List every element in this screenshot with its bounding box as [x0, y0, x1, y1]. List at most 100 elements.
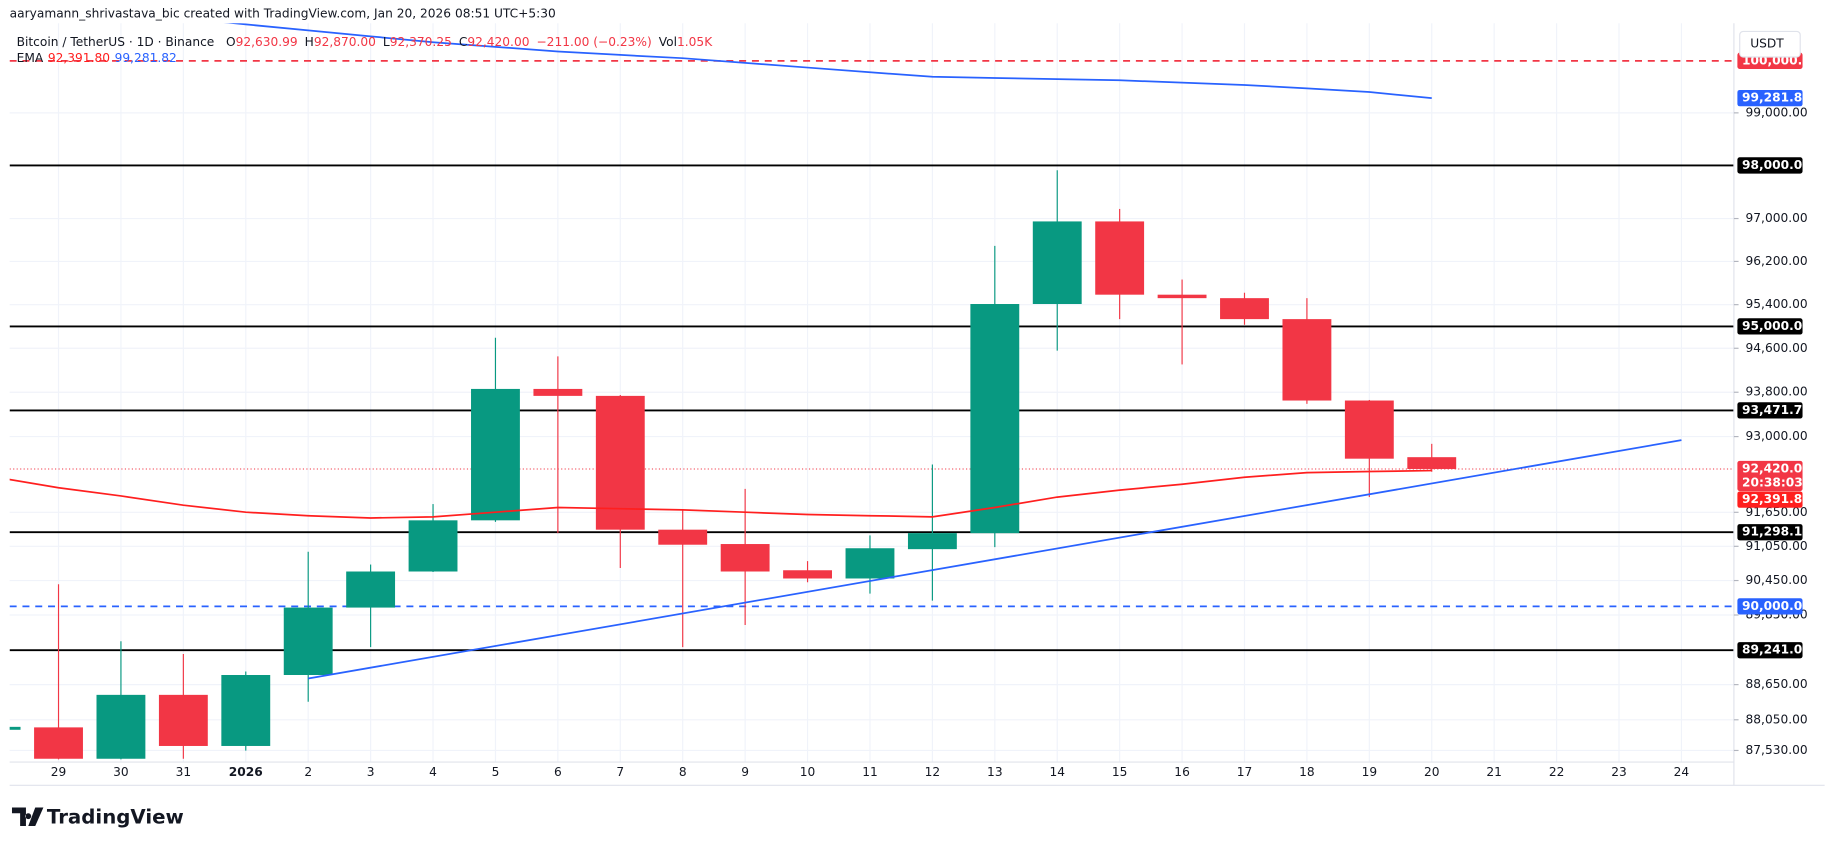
x-tick-label: 15	[1112, 765, 1128, 779]
candle-body	[471, 388, 520, 521]
candle-body	[221, 674, 271, 746]
ohlc-key: H	[305, 34, 314, 48]
candle-body	[907, 533, 957, 550]
x-tick-label: 4	[429, 765, 437, 779]
price-label: 95,000.00	[1742, 319, 1811, 333]
x-tick-label: 16	[1174, 765, 1190, 779]
x-tick-label: 5	[492, 765, 500, 779]
ema-line	[226, 23, 1432, 100]
candle-body	[283, 607, 333, 675]
vol-key: Vol	[659, 34, 677, 48]
price-label-box	[1737, 90, 1803, 107]
logo: TradingView	[11, 805, 184, 828]
currency[interactable]: USDT	[1750, 37, 1784, 51]
y-tick-label: 91,050.00	[1746, 539, 1808, 553]
x-tick-label: 22	[1549, 765, 1565, 779]
candle-body	[970, 304, 1020, 534]
symbol-legend: Bitcoin / TetherUS · 1D · Binance O92,630…	[17, 34, 714, 48]
candle-body	[1220, 298, 1269, 320]
candle-body	[720, 544, 770, 572]
y-tick-label: 88,650.00	[1746, 677, 1808, 691]
candle-body	[845, 548, 895, 579]
x-tick-label: 11	[862, 765, 878, 779]
x-tick-label: 14	[1049, 765, 1065, 779]
candle-body	[783, 570, 832, 579]
y-tick-label: 94,600.00	[1746, 341, 1808, 355]
logo-icon	[11, 807, 44, 827]
x-tick-label: 9	[741, 765, 749, 779]
candle-body	[1157, 294, 1207, 299]
candle-body	[1344, 400, 1394, 459]
price-label-box	[1737, 157, 1803, 174]
price-label: 92,420.00	[1742, 461, 1811, 475]
ema-line	[9, 469, 1432, 519]
candle-body	[595, 395, 645, 530]
price-label: 93,471.71	[1742, 403, 1811, 417]
candle-body	[96, 694, 146, 759]
price-label-box	[1737, 402, 1803, 419]
candle-body	[158, 694, 208, 746]
x-tick-label: 2	[304, 765, 312, 779]
currency-box[interactable]	[1739, 30, 1801, 58]
x-tick-label: 31	[176, 765, 192, 779]
x-tick-label: 21	[1486, 765, 1502, 779]
ohlc-key: C	[459, 34, 468, 48]
y-tick-label: 93,800.00	[1746, 385, 1808, 399]
y-tick-label: 91,650.00	[1746, 505, 1808, 519]
y-tick-label: 97,000.00	[1746, 211, 1808, 225]
change: −211.00 (−0.23%)	[536, 34, 651, 48]
logo-text: TradingView	[47, 805, 184, 828]
x-tick-label: 29	[51, 765, 67, 779]
x-tick-label: 7	[616, 765, 624, 779]
price-label: 92,391.80	[1742, 492, 1811, 506]
candle-body	[1407, 457, 1457, 469]
symbol: Bitcoin / TetherUS · 1D · Binance	[17, 34, 215, 48]
x-tick-label: 23	[1611, 765, 1627, 779]
ohlc-key: O	[226, 34, 236, 48]
x-tick-label: 19	[1362, 765, 1378, 779]
ohlc-value: 92,630.99	[236, 34, 298, 48]
ohlc-value: 92,870.00	[314, 34, 376, 48]
price-label-box	[1737, 318, 1803, 335]
price-label: 90,000.00	[1742, 599, 1811, 613]
plot-area	[9, 23, 1734, 760]
x-tick-label: 20	[1424, 765, 1440, 779]
x-tick-label: 3	[367, 765, 375, 779]
trend-line	[308, 439, 1682, 680]
x-tick-label: 30	[113, 765, 129, 779]
ema-key: EMA	[17, 51, 44, 65]
y-tick-label: 99,000.00	[1746, 105, 1808, 119]
candle-body	[34, 727, 83, 759]
price-label: 98,000.00	[1742, 158, 1811, 172]
x-tick-label: 10	[800, 765, 816, 779]
y-tick-label: 88,050.00	[1746, 712, 1808, 726]
countdown: 20:38:03	[1742, 475, 1803, 489]
candle-body	[1032, 221, 1082, 305]
price-label: 99,281.82	[1742, 91, 1811, 105]
x-tick-label: 12	[925, 765, 941, 779]
price-label-box	[1737, 642, 1803, 659]
candle-body	[1095, 221, 1145, 295]
ohlc-value: 92,420.00	[467, 34, 529, 48]
x-tick-label: 6	[554, 765, 562, 779]
y-tick-label: 95,400.00	[1746, 297, 1808, 311]
candle-body	[346, 571, 396, 608]
ema-value: 92,391.80	[48, 51, 110, 65]
price-label-box	[1737, 460, 1803, 492]
price-label: 89,241.08	[1742, 643, 1811, 657]
ema-legend: EMA 92,391.80 99,281.82	[17, 51, 177, 65]
price-labels: 100,000.0098,000.0095,000.0093,471.7191,…	[1737, 52, 1819, 659]
time-axis: 29 30 31 2026 2 3 4 5 6 7 8 9 10 11 12 13 14 15 16 17 18 19 20…	[51, 765, 1690, 779]
x-tick-label: 2026	[229, 765, 263, 779]
candle-body	[533, 388, 583, 396]
candle-body	[1282, 319, 1332, 401]
price-label-box	[1737, 598, 1803, 615]
x-tick-label: 18	[1299, 765, 1315, 779]
ohlc-key: L	[383, 34, 390, 48]
y-tick-label: 90,450.00	[1746, 573, 1808, 587]
x-tick-label: 8	[679, 765, 687, 779]
y-tick-label: 96,200.00	[1746, 254, 1808, 268]
ohlc-value: 92,370.25	[390, 34, 452, 48]
